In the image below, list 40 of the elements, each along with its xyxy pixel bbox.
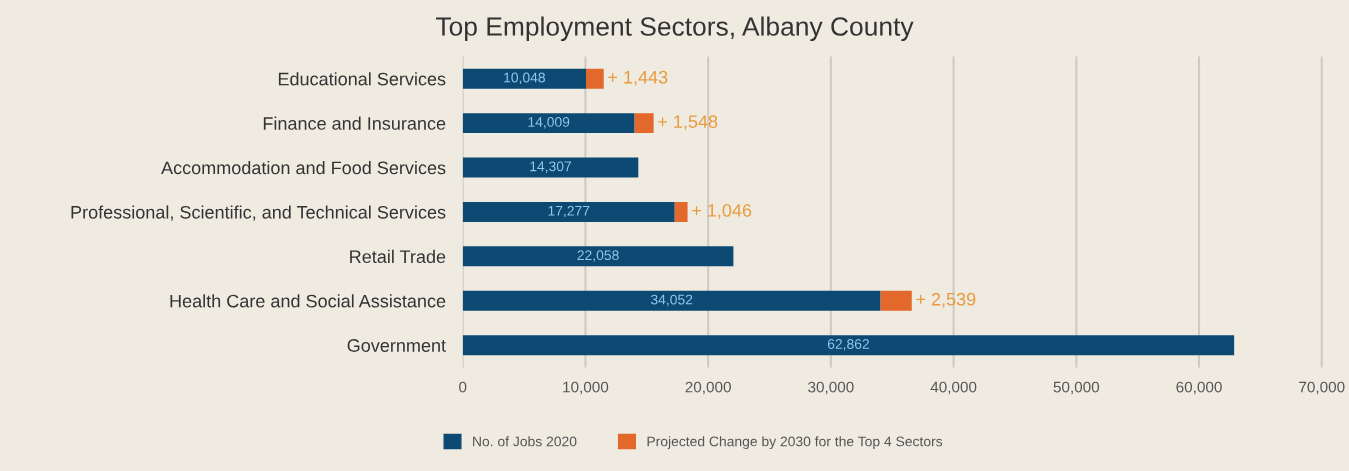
y-tick-label: Educational Services xyxy=(278,72,446,86)
x-tick-label: 20,000 xyxy=(685,381,731,395)
bar xyxy=(674,201,688,222)
bar xyxy=(462,290,881,311)
data-label: + 1,548 xyxy=(658,115,718,131)
legend-label: No. of Jobs 2020 xyxy=(473,436,577,447)
data-label: 10,048 xyxy=(504,72,545,85)
legend-label: Projected Change by 2030 for the Top 4 Sectors xyxy=(647,436,943,450)
x-tick-label: 30,000 xyxy=(808,381,854,395)
x-tick-label: 70,000 xyxy=(1299,381,1345,395)
chart-title: Top Employment Sectors, Albany County xyxy=(436,16,914,42)
bar xyxy=(462,113,635,134)
y-tick-label: Retail Trade xyxy=(350,249,446,264)
data-label: 34,052 xyxy=(650,294,693,307)
data-label: 22,058 xyxy=(577,250,619,262)
bar xyxy=(462,335,1235,356)
x-tick-label: 50,000 xyxy=(1053,381,1100,395)
y-tick-label: Finance and Insurance xyxy=(263,116,446,130)
data-label: + 1,443 xyxy=(608,70,668,86)
data-label: + 1,046 xyxy=(692,204,752,219)
bar xyxy=(586,68,604,89)
y-tick-label: Health Care and Social Assistance xyxy=(170,294,446,308)
x-tick-label: 0 xyxy=(459,381,467,393)
data-label: + 2,539 xyxy=(916,292,976,308)
data-label: 62,862 xyxy=(827,339,869,351)
x-tick-label: 10,000 xyxy=(563,381,609,395)
data-label: 14,307 xyxy=(530,161,572,173)
y-tick-label: Professional, Scientific, and Technical Services xyxy=(71,205,446,221)
data-label: 17,277 xyxy=(548,205,590,218)
y-tick-label: Accommodation and Food Services xyxy=(161,161,446,175)
bar xyxy=(462,246,734,267)
bar xyxy=(462,157,639,178)
x-tick-label: 40,000 xyxy=(930,381,977,395)
x-tick-label: 60,000 xyxy=(1176,381,1222,395)
bar xyxy=(462,68,587,89)
y-tick-label: Government xyxy=(347,339,446,352)
bar xyxy=(634,113,654,134)
bar xyxy=(462,201,675,222)
data-label: 14,009 xyxy=(528,117,570,129)
bar xyxy=(880,290,912,311)
